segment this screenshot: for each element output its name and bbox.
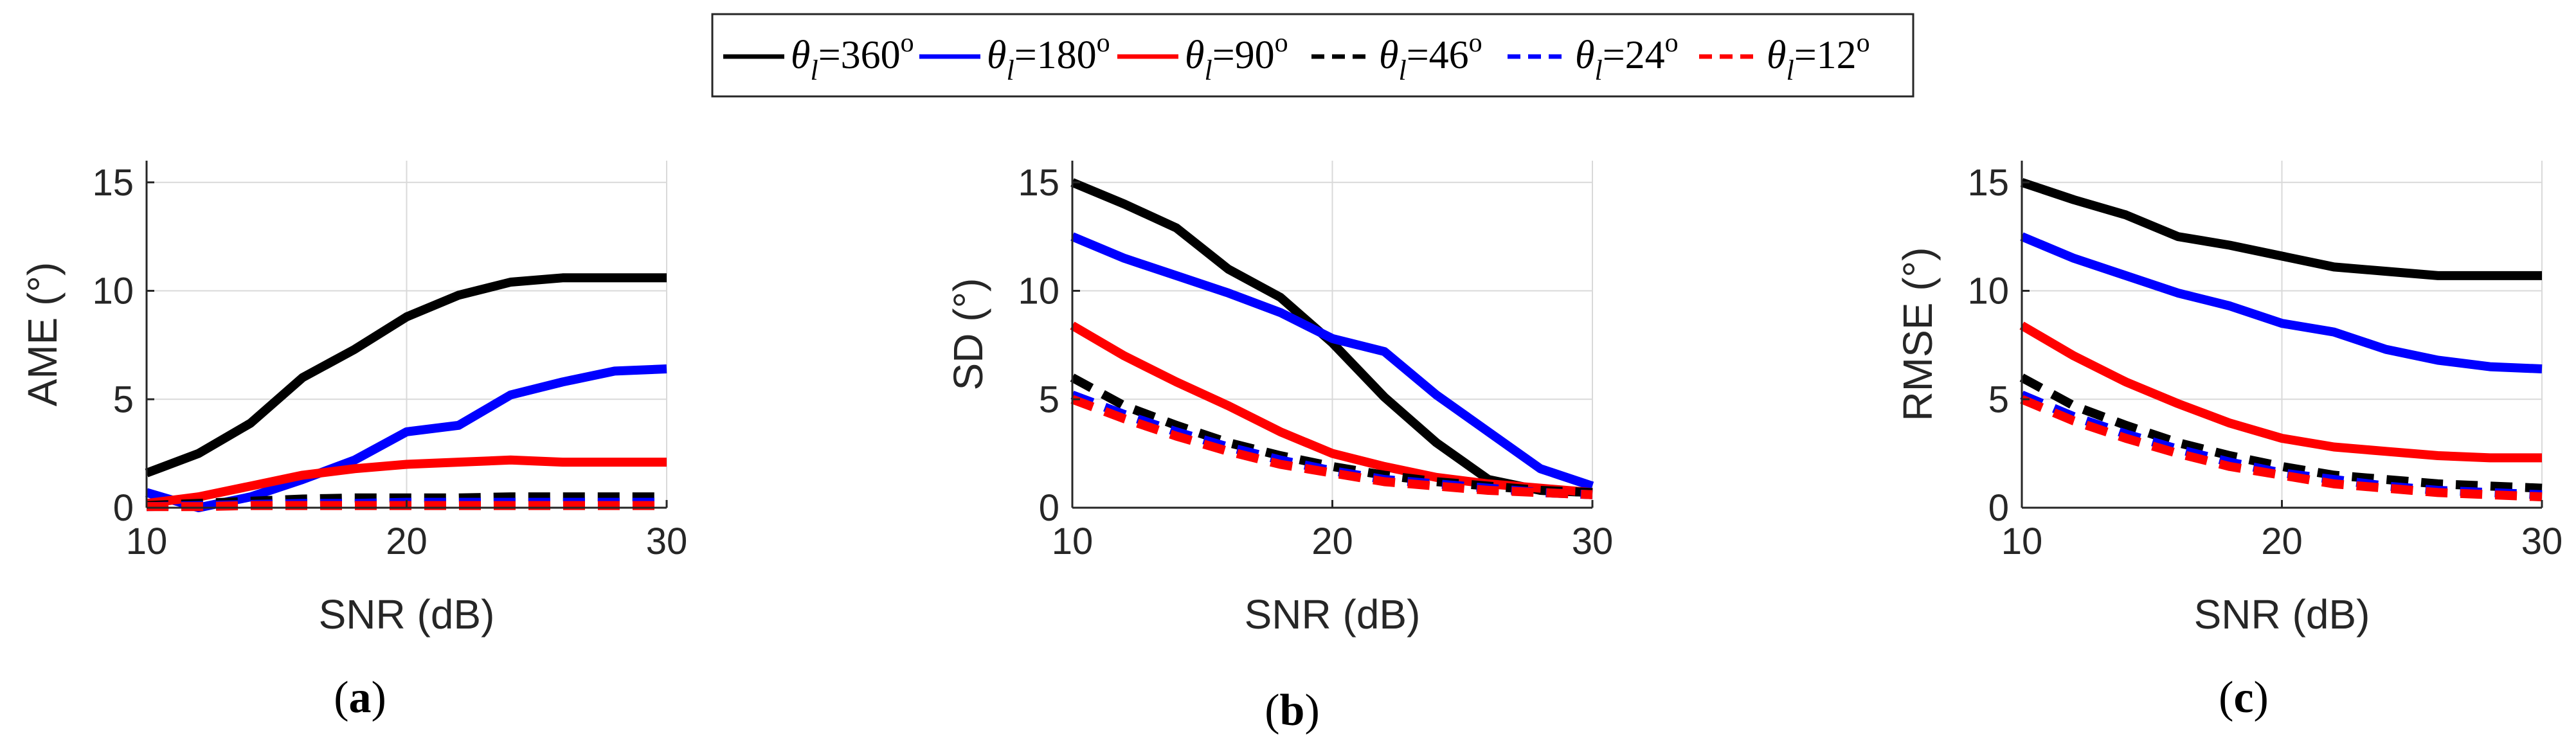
- y-tick-label: 5: [1039, 379, 1059, 420]
- y-tick-label: 15: [1018, 162, 1059, 204]
- legend-label-3: θl=46o: [1379, 28, 1482, 86]
- series-line-c-2: [2019, 321, 2542, 463]
- x-tick-label: 30: [2521, 521, 2563, 562]
- series-line-c-1: [2020, 232, 2543, 373]
- x-tick-label: 30: [1572, 521, 1614, 562]
- caption-a: (a): [334, 673, 386, 722]
- chart-c: 10 20 30 0 5 10 15 SNR (dB) RMSE (°): [1895, 161, 2562, 638]
- y-tick-label: 0: [1988, 487, 2009, 529]
- y-axis-label: SD (°): [945, 278, 991, 391]
- legend-label-2: θl=90o: [1185, 28, 1288, 86]
- y-tick-label: 0: [113, 487, 134, 529]
- x-axis-label: SNR (dB): [1245, 591, 1421, 638]
- x-tick-label: 20: [386, 521, 428, 562]
- legend: θl=360o θl=180o θl=90o θl=46o θl=24o θl=12o: [711, 13, 1914, 98]
- caption-b: (b): [1265, 686, 1320, 735]
- legend-item-2: θl=90o: [1117, 28, 1288, 86]
- y-tick-label: 10: [1018, 271, 1059, 312]
- x-tick-label: 20: [2261, 521, 2303, 562]
- legend-item-0: θl=360o: [723, 28, 914, 86]
- legend-label-0: θl=360o: [791, 28, 914, 86]
- x-tick-label: 10: [1052, 521, 1094, 562]
- y-tick-label: 5: [1988, 379, 2009, 420]
- series-line-c-0: [2020, 178, 2542, 280]
- legend-label-1: θl=180o: [987, 28, 1110, 86]
- chart-b: 10 20 30 0 5 10 15 SNR (dB) SD (°): [945, 161, 1613, 638]
- y-axis-label: AME (°): [19, 262, 66, 407]
- chart-a: 10 20 30 0 5 10 15 SNR (dB) AME (°): [19, 161, 687, 638]
- x-tick-label: 10: [2001, 521, 2043, 562]
- x-tick-label: 20: [1311, 521, 1353, 562]
- series-line-b-2: [1070, 321, 1593, 497]
- x-axis-label: SNR (dB): [2194, 591, 2370, 638]
- x-tick-label: 10: [126, 521, 168, 562]
- y-tick-label: 15: [1967, 162, 2009, 204]
- y-axis-label: RMSE (°): [1895, 247, 1941, 422]
- legend-item-4: θl=24o: [1508, 28, 1679, 86]
- series-line-b-1: [1070, 232, 1594, 490]
- legend-item-5: θl=12o: [1699, 28, 1870, 86]
- y-tick-label: 10: [92, 271, 134, 312]
- legend-item-1: θl=180o: [919, 28, 1110, 86]
- series-line-a-0: [145, 273, 667, 478]
- x-axis-label: SNR (dB): [319, 591, 495, 638]
- series-line-a-2: [146, 455, 667, 508]
- y-tick-label: 0: [1039, 487, 1059, 529]
- legend-label-5: θl=12o: [1767, 28, 1870, 86]
- x-tick-label: 30: [646, 521, 688, 562]
- legend-label-4: θl=24o: [1575, 28, 1679, 86]
- caption-c: (c): [2219, 673, 2269, 722]
- y-tick-label: 15: [92, 162, 134, 204]
- y-tick-label: 5: [113, 379, 134, 420]
- y-tick-label: 10: [1967, 271, 2009, 312]
- legend-item-3: θl=46o: [1311, 28, 1482, 86]
